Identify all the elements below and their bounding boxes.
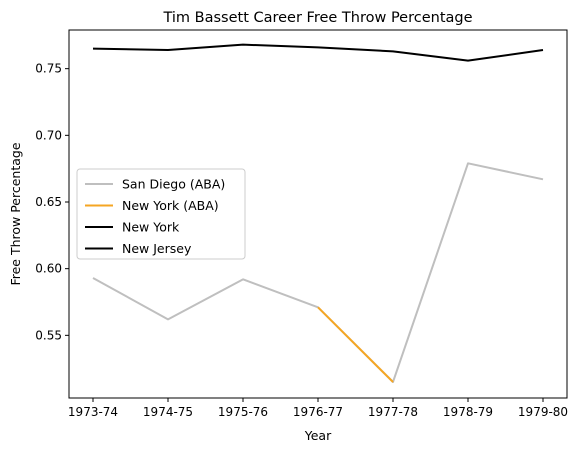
y-axis-label: Free Throw Percentage: [8, 142, 23, 285]
y-tick-label: 0.60: [35, 262, 62, 276]
series-layer: [92, 43, 544, 383]
y-tick-label: 0.65: [35, 195, 62, 209]
x-tick-label: 1978-79: [443, 405, 493, 419]
x-tick-label: 1973-74: [68, 405, 118, 419]
y-axis: 0.55 0.60 0.65 0.70 0.75: [35, 62, 69, 342]
x-tick-label: 1979-80: [518, 405, 568, 419]
x-axis-label: Year: [304, 428, 332, 443]
x-tick-label: 1975-76: [218, 405, 268, 419]
legend-label: New York (ABA): [122, 198, 219, 213]
legend-label: New York: [122, 220, 180, 235]
x-tick-label: 1976-77: [293, 405, 343, 419]
x-tick-label: 1974-75: [143, 405, 193, 419]
chart-title: Tim Bassett Career Free Throw Percentage: [162, 10, 472, 26]
y-tick-label: 0.70: [35, 128, 62, 142]
series-line-2: [92, 43, 544, 62]
legend: San Diego (ABA) New York (ABA) New York New…: [76, 168, 246, 260]
legend-label: New Jersey: [122, 241, 192, 256]
x-tick-label: 1977-78: [368, 405, 418, 419]
legend-frame: [76, 168, 246, 260]
legend-label: San Diego (ABA): [122, 177, 225, 192]
y-tick-label: 0.75: [35, 62, 62, 76]
x-axis: 1973-74 1974-75 1975-76 1976-77 1977-78 1978-…: [68, 398, 568, 419]
series-line-1: [317, 306, 394, 383]
y-tick-label: 0.55: [35, 328, 62, 342]
